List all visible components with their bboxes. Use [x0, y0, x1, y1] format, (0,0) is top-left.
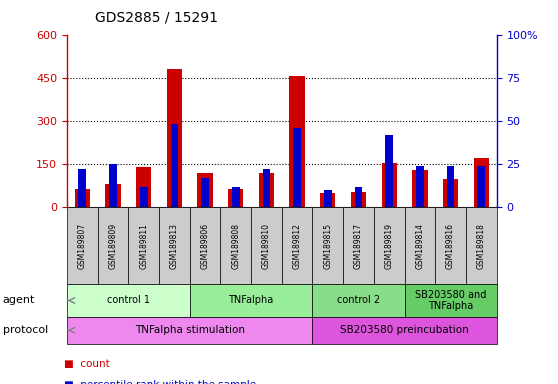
Text: ■  percentile rank within the sample: ■ percentile rank within the sample: [64, 380, 256, 384]
Bar: [167, 69, 182, 207]
Bar: [374, 207, 405, 284]
Bar: [159, 207, 190, 284]
Bar: [312, 284, 405, 317]
Bar: [474, 159, 489, 207]
Bar: [198, 173, 213, 207]
Bar: [67, 207, 98, 284]
Bar: [351, 192, 366, 207]
Bar: [466, 207, 497, 284]
Text: control 2: control 2: [337, 295, 380, 306]
Bar: [290, 76, 305, 207]
Bar: [412, 170, 427, 207]
Bar: [355, 187, 362, 207]
Bar: [201, 178, 209, 207]
Bar: [324, 190, 331, 207]
Bar: [136, 167, 151, 207]
Bar: [320, 193, 335, 207]
Bar: [109, 164, 117, 207]
Text: SB203580 and
TNFalpha: SB203580 and TNFalpha: [415, 290, 486, 311]
Text: ■  count: ■ count: [64, 359, 110, 369]
Text: GSM189819: GSM189819: [384, 223, 394, 269]
Text: GSM189809: GSM189809: [108, 223, 118, 269]
Text: GSM189808: GSM189808: [231, 223, 240, 269]
Bar: [405, 207, 435, 284]
Bar: [386, 135, 393, 207]
Bar: [282, 207, 312, 284]
Text: TNFalpha stimulation: TNFalpha stimulation: [134, 325, 245, 335]
Bar: [312, 317, 497, 344]
Bar: [190, 207, 220, 284]
Bar: [228, 189, 243, 207]
Bar: [343, 207, 374, 284]
Bar: [232, 187, 239, 207]
Bar: [263, 169, 270, 207]
Bar: [443, 179, 458, 207]
Bar: [312, 207, 343, 284]
Bar: [171, 124, 178, 207]
Text: GSM189817: GSM189817: [354, 223, 363, 269]
Text: GSM189815: GSM189815: [323, 223, 333, 269]
Bar: [140, 187, 147, 207]
Bar: [435, 207, 466, 284]
Bar: [79, 169, 86, 207]
Bar: [405, 284, 497, 317]
Bar: [98, 207, 128, 284]
Text: SB203580 preincubation: SB203580 preincubation: [340, 325, 469, 335]
Text: agent: agent: [3, 295, 35, 306]
Text: GSM189813: GSM189813: [170, 223, 179, 269]
Text: protocol: protocol: [3, 325, 48, 335]
Text: control 1: control 1: [107, 295, 150, 306]
Bar: [416, 166, 424, 207]
Bar: [128, 207, 159, 284]
Text: GSM189816: GSM189816: [446, 223, 455, 269]
Bar: [75, 189, 90, 207]
Text: GSM189812: GSM189812: [292, 223, 302, 269]
Text: GDS2885 / 15291: GDS2885 / 15291: [95, 11, 218, 25]
Bar: [294, 128, 301, 207]
Bar: [67, 317, 312, 344]
Text: GSM189818: GSM189818: [477, 223, 486, 269]
Bar: [382, 163, 397, 207]
Text: GSM189807: GSM189807: [78, 223, 87, 269]
Bar: [105, 184, 121, 207]
Bar: [478, 166, 485, 207]
Bar: [447, 166, 454, 207]
Bar: [259, 173, 274, 207]
Text: GSM189810: GSM189810: [262, 223, 271, 269]
Text: GSM189814: GSM189814: [415, 223, 425, 269]
Text: GSM189806: GSM189806: [200, 223, 210, 269]
Bar: [190, 284, 312, 317]
Bar: [251, 207, 282, 284]
Bar: [67, 284, 190, 317]
Text: GSM189811: GSM189811: [139, 223, 148, 269]
Bar: [220, 207, 251, 284]
Text: TNFalpha: TNFalpha: [228, 295, 274, 306]
